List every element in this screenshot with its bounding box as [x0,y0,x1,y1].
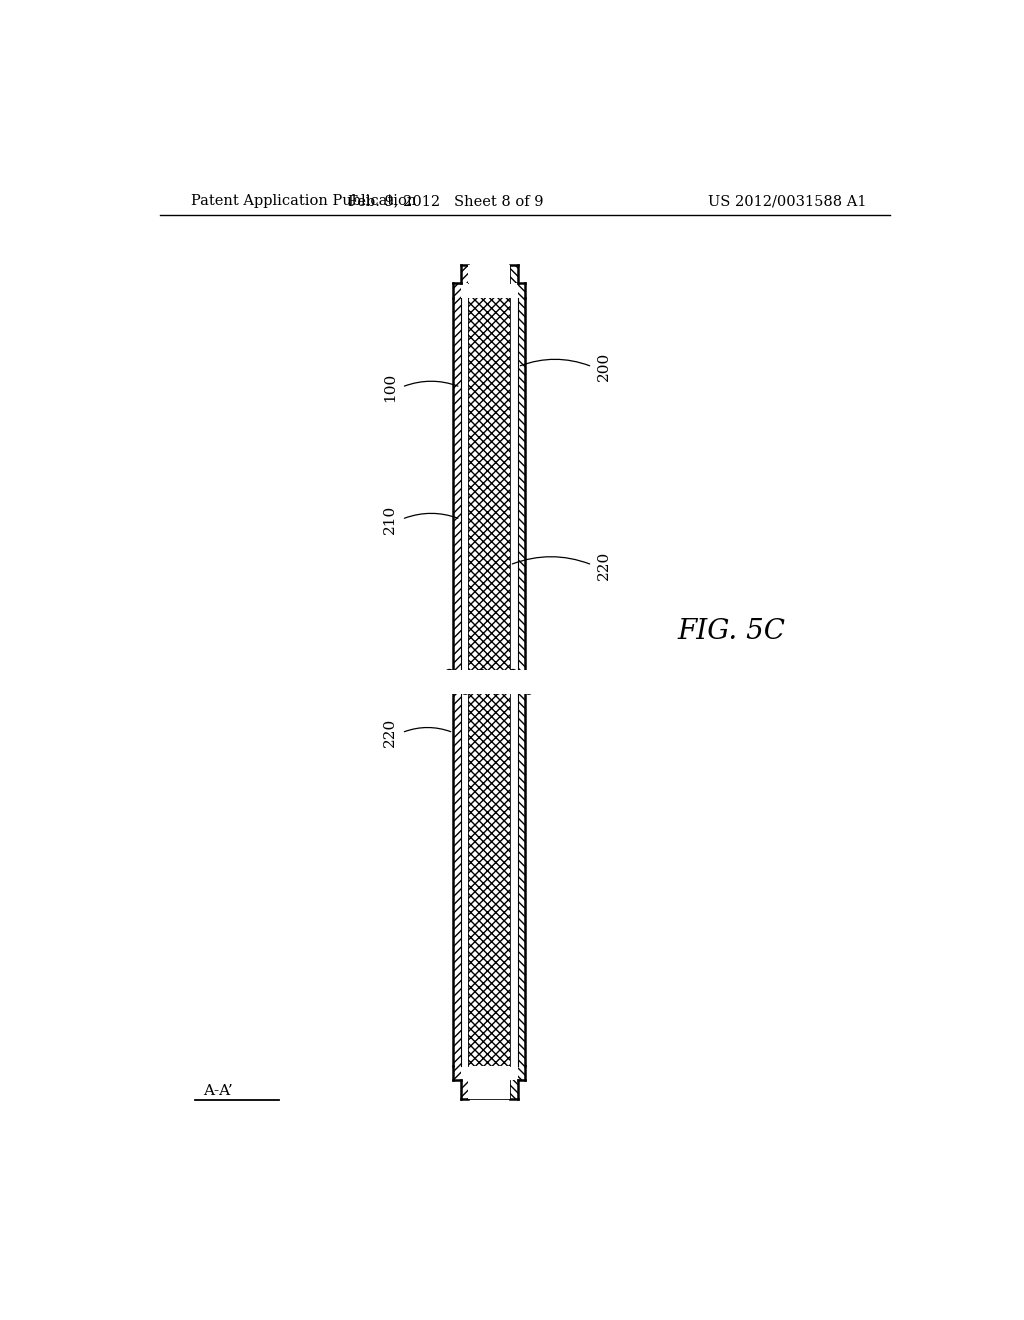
Text: 100: 100 [383,372,397,401]
Bar [510,1080,518,1098]
Bar [510,694,518,1067]
Bar [461,694,468,1067]
Bar [518,1067,524,1080]
Bar [468,1080,510,1098]
Bar [461,297,468,669]
Bar [437,669,541,694]
Bar [454,1067,461,1080]
Bar [468,694,510,1067]
Bar [468,297,510,669]
Bar [518,284,524,297]
Text: 200: 200 [597,352,611,381]
Bar [518,297,524,669]
Bar [454,284,461,297]
Bar [454,297,461,669]
Bar [461,1080,468,1098]
Text: US 2012/0031588 A1: US 2012/0031588 A1 [708,194,866,209]
Bar [468,265,510,284]
Text: 210: 210 [383,504,397,533]
Text: 220: 220 [383,718,397,747]
Bar [461,265,468,284]
Bar [510,265,518,284]
Bar [518,694,524,1067]
Text: A-A’: A-A’ [204,1085,233,1098]
Text: Patent Application Publication: Patent Application Publication [191,194,417,209]
Text: FIG. 5C: FIG. 5C [677,618,785,644]
Bar [454,694,461,1067]
Bar [510,297,518,669]
Text: Feb. 9, 2012   Sheet 8 of 9: Feb. 9, 2012 Sheet 8 of 9 [348,194,543,209]
Text: 220: 220 [597,550,611,579]
